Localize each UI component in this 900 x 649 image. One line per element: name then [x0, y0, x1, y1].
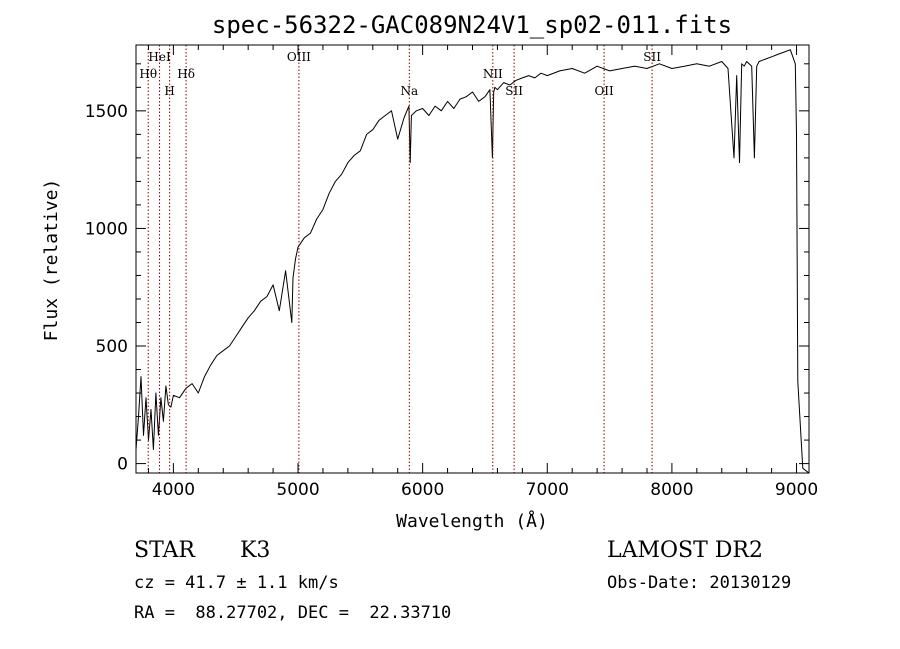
marker-label: Hδ [177, 67, 195, 81]
marker-label: OIII [287, 50, 311, 64]
object-class: STAR [134, 538, 195, 563]
chart-title: spec-56322-GAC089N24V1_sp02-011.fits [212, 11, 732, 39]
spectral-subclass: K3 [240, 538, 271, 563]
x-tick-label: 8000 [650, 480, 693, 500]
observation-date: Obs-Date: 20130129 [607, 573, 792, 593]
y-tick-label: 0 [117, 455, 128, 475]
plot-area [135, 49, 810, 474]
x-tick-label: 5000 [276, 480, 319, 500]
marker-label: NII [483, 67, 503, 81]
survey-name: LAMOST DR2 [607, 538, 763, 563]
x-axis-label: Wavelength (Å) [396, 510, 548, 532]
redshift-readout: cz = 41.7 ± 1.1 km/s [134, 573, 339, 593]
marker-label: SII [643, 50, 661, 64]
coordinates-readout: RA = 88.27702, DEC = 22.33710 [134, 603, 452, 623]
y-tick-label: 1000 [85, 219, 128, 239]
marker-label: Na [400, 84, 418, 98]
x-tick-label: 9000 [775, 480, 818, 500]
marker-label: SII [505, 84, 523, 98]
x-tick-label: 7000 [526, 480, 569, 500]
x-tick-label: 4000 [152, 480, 195, 500]
y-tick-label: 500 [96, 337, 128, 357]
marker-label: Hθ [139, 67, 157, 81]
y-axis-label: Flux (relative) [41, 179, 62, 342]
x-tick-label: 6000 [401, 480, 444, 500]
y-tick-label: 1500 [85, 102, 128, 122]
axis-ticks: 4000 5000 6000 7000 8000 9000 0 500 1000 1500 [85, 45, 818, 500]
marker-label: OII [594, 84, 614, 98]
marker-label: H [164, 84, 174, 98]
marker-label: HeI [148, 50, 171, 64]
plot-frame [135, 44, 810, 474]
spectrum-series-line [135, 49, 810, 474]
